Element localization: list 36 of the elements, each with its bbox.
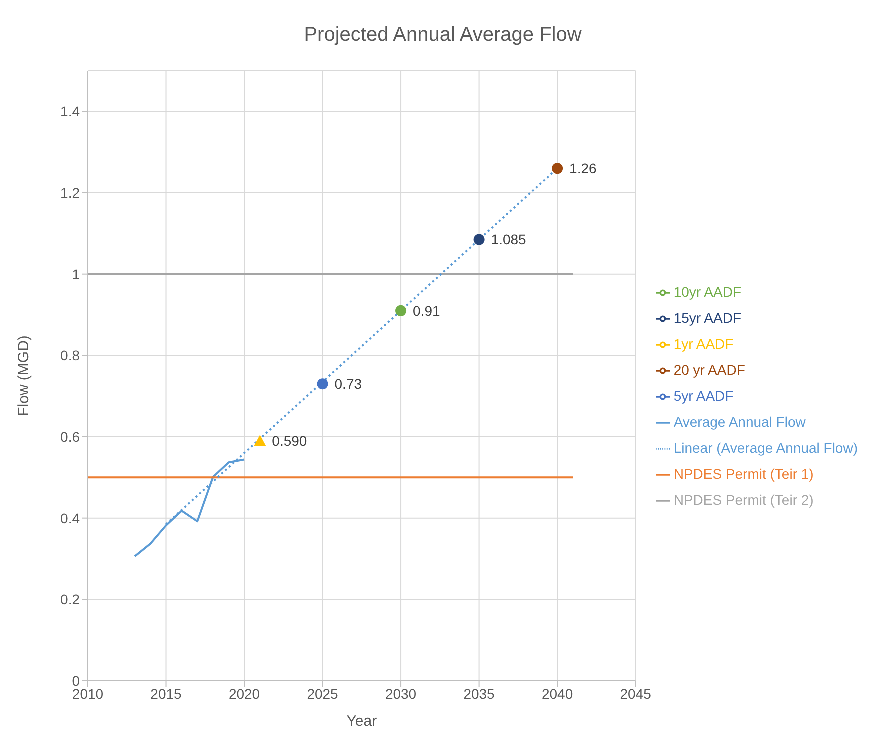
legend-label: 15yr AADF — [674, 310, 742, 326]
x-tick-label: 2030 — [385, 686, 417, 702]
x-tick-label: 2035 — [464, 686, 496, 702]
legend-label: 10yr AADF — [674, 284, 742, 300]
legend-label: 5yr AADF — [674, 388, 734, 404]
legend-label: Linear (Average Annual Flow) — [674, 440, 858, 456]
point — [474, 234, 485, 246]
legend-label: Average Annual Flow — [674, 414, 806, 430]
y-tick-label: 1.2 — [60, 184, 80, 201]
x-tick-label: 2015 — [150, 686, 182, 702]
data-label: 1.085 — [491, 232, 527, 248]
y-tick-label: 0.8 — [60, 348, 80, 364]
y-tick-label: 1 — [72, 266, 80, 282]
x-tick-label: 2025 — [307, 686, 339, 702]
legend-label: NPDES Permit (Teir 1) — [674, 466, 814, 482]
data-label: 0.590 — [272, 433, 308, 450]
x-tick-label: 2020 — [228, 686, 260, 702]
data-label: 0.73 — [334, 376, 362, 392]
point — [254, 435, 266, 446]
point — [552, 163, 564, 174]
chart-title: Projected Annual Average Flow — [303, 23, 583, 48]
y-tick-label: 0.6 — [60, 428, 80, 445]
data-label: 1.26 — [570, 160, 598, 177]
x-axis-title: Year — [346, 713, 378, 730]
point — [317, 378, 328, 390]
point — [396, 305, 407, 316]
y-tick-label: 0.4 — [60, 510, 80, 526]
legend-label: 20 yr AADF — [674, 362, 746, 378]
y-tick-label: 1.4 — [60, 104, 80, 120]
legend-label: NPDES Permit (Teir 2) — [674, 492, 814, 508]
y-tick-label: 0.2 — [60, 592, 80, 608]
legend-label: 1yr AADF — [674, 336, 734, 352]
x-tick-label: 2040 — [542, 686, 574, 702]
data-label: 0.91 — [413, 302, 440, 319]
y-axis-title: Flow (MGD) — [15, 336, 32, 416]
x-tick-label: 2045 — [620, 686, 652, 702]
